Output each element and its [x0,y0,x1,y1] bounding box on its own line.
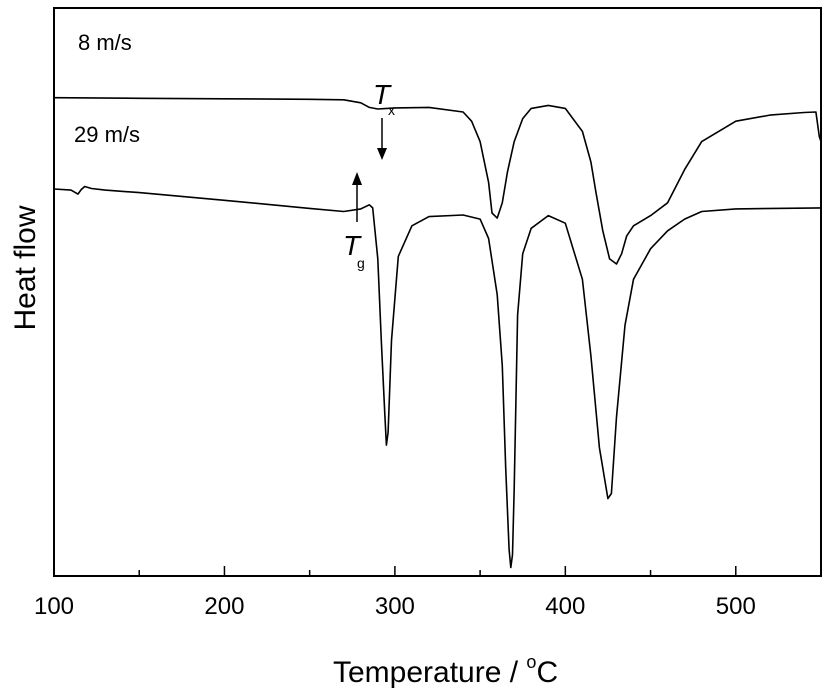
x-axis-title: Temperature / oC [333,652,558,689]
x-axis-title-main: Temperature / [333,656,526,689]
x-tick-label: 500 [716,593,756,620]
tg-annotation: T g [343,172,365,271]
x-tick-label: 200 [204,593,244,620]
tx-annotation: T x [373,79,395,160]
x-tick-label: 300 [375,593,415,620]
y-axis-title: Heat flow [9,205,42,330]
series-line-29-m-s [53,185,822,569]
tg-subscript: g [357,255,365,271]
series-label-8-m-s: 8 m/s [78,30,132,55]
x-tick-label: 400 [545,593,585,620]
tg-arrow-head [352,172,362,185]
series-line-8-m-s [53,96,822,265]
series-label-29-m-s: 29 m/s [74,122,140,147]
x-tick-label: 100 [34,593,74,620]
x-axis-tick-labels: 100 200 300 400 500 [34,593,756,620]
curves [53,96,822,569]
x-axis-ticks [53,566,737,576]
tx-symbol: T [373,79,392,110]
x-axis-title-degree: o [526,652,536,672]
plot-frame [53,7,822,577]
tx-subscript: x [388,102,395,118]
x-axis-title-unit: C [536,656,558,689]
tg-symbol: T [343,230,362,261]
tx-arrow-head [377,148,387,160]
